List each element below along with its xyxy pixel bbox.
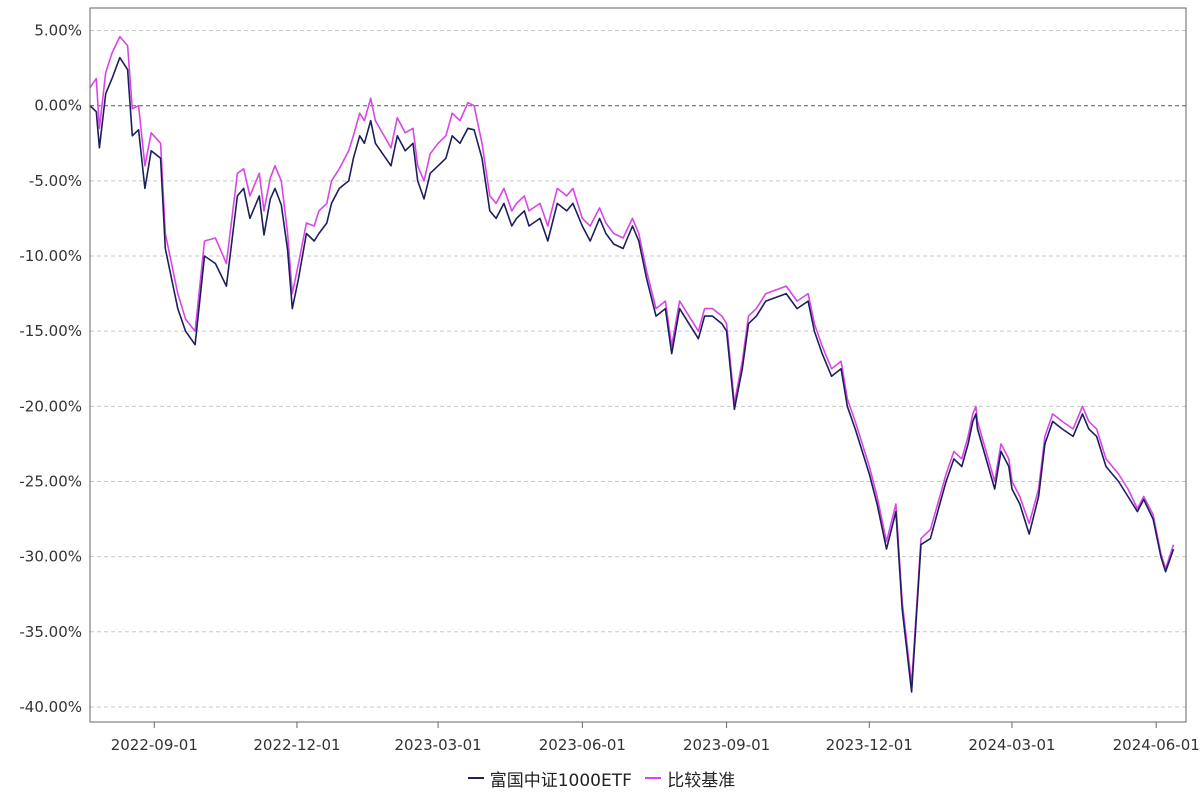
legend-swatch-fund — [467, 777, 484, 779]
plot-border — [89, 7, 1187, 723]
grid-lines — [90, 30, 1186, 708]
y-tick-label-8: -35.00% — [19, 623, 82, 641]
y-tick-label-6: -25.00% — [19, 472, 82, 490]
x-tick-label-0: 2022-09-01 — [111, 736, 198, 754]
series-line-fund — [89, 56, 1175, 693]
legend: 富国中证1000ETF 比较基准 — [0, 764, 1203, 791]
x-axis-ticks: 2022-09-01 2022-12-01 2023-03-01 2023-06-01… — [111, 722, 1200, 754]
y-tick-label-7: -30.00% — [19, 548, 82, 566]
x-tick-label-6: 2024-03-01 — [968, 736, 1055, 754]
x-tick-label-2: 2023-03-01 — [394, 736, 481, 754]
legend-label-benchmark: 比较基准 — [667, 770, 736, 791]
data-series — [89, 35, 1175, 693]
legend-item-fund[interactable]: 富国中证1000ETF — [467, 766, 632, 791]
legend-label-fund: 富国中证1000ETF — [489, 770, 632, 791]
legend-swatch-benchmark — [645, 777, 662, 779]
x-tick-label-5: 2023-12-01 — [826, 736, 913, 754]
x-tick-label-7: 2024-06-01 — [1113, 736, 1200, 754]
x-tick-label-3: 2023-06-01 — [539, 736, 626, 754]
y-tick-label-1: 0.00% — [34, 97, 82, 115]
x-tick-label-4: 2023-09-01 — [683, 736, 770, 754]
y-tick-label-0: 5.00% — [34, 22, 82, 40]
y-tick-label-9: -40.00% — [19, 698, 82, 716]
x-tick-label-1: 2022-12-01 — [253, 736, 340, 754]
y-tick-label-4: -15.00% — [19, 322, 82, 340]
y-tick-label-2: -5.00% — [29, 172, 82, 190]
series-line-benchmark — [89, 35, 1175, 686]
y-tick-label-5: -20.00% — [19, 397, 82, 415]
y-axis-tick-labels: 5.00% 0.00% -5.00% -10.00% -15.00% -20.00% -25… — [19, 22, 82, 716]
legend-item-benchmark[interactable]: 比较基准 — [645, 766, 735, 791]
y-tick-label-3: -10.00% — [19, 247, 82, 265]
